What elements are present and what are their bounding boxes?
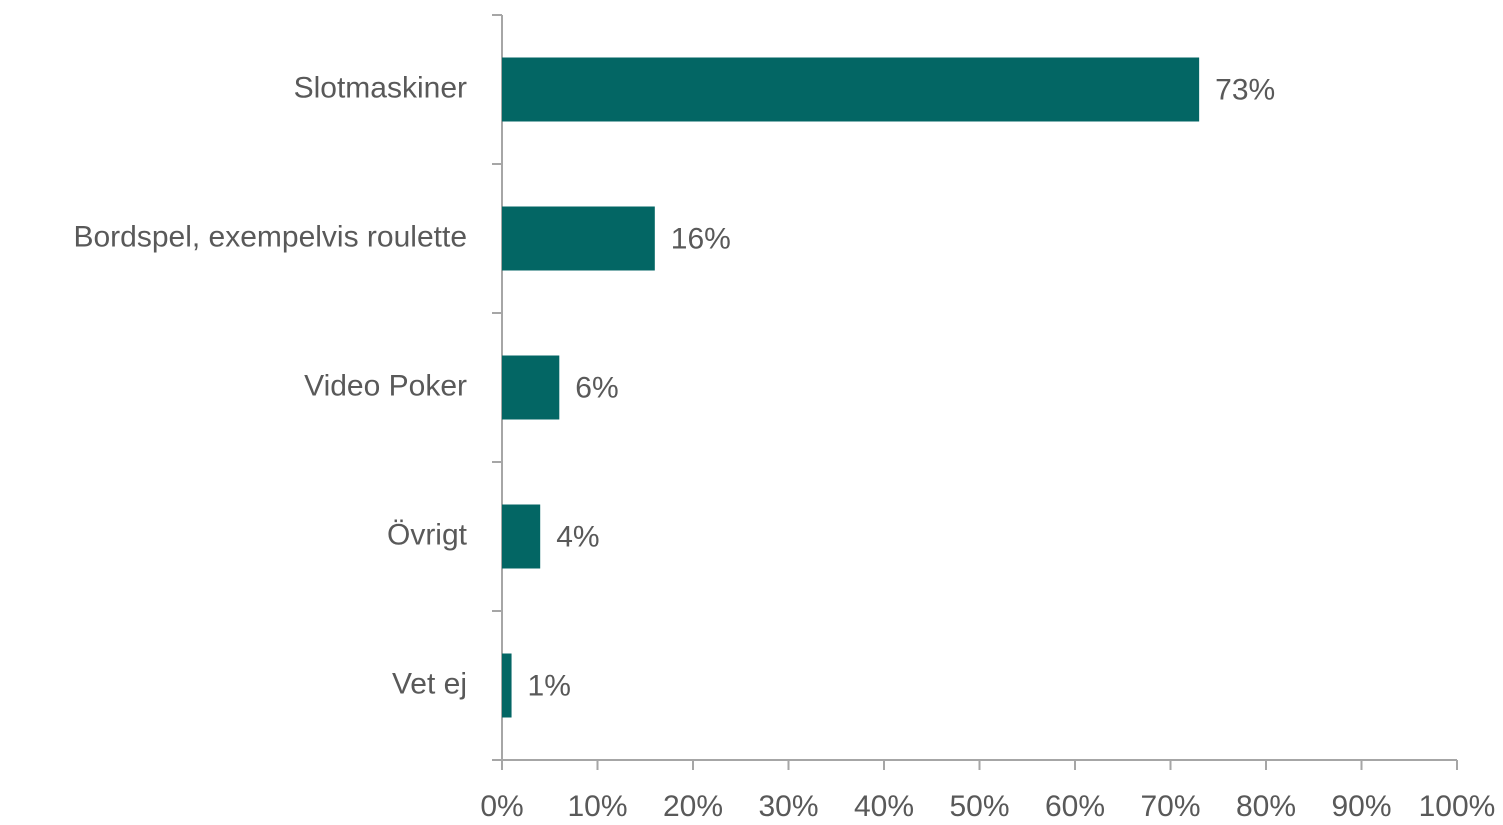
x-tick-label: 0% [480, 790, 523, 823]
x-tick-label: 30% [758, 790, 818, 823]
y-tick-label: Video Poker [304, 369, 467, 402]
bar [502, 206, 655, 271]
x-tick-label: 40% [854, 790, 914, 823]
y-tick-label: Övrigt [387, 518, 468, 551]
y-tick-label: Bordspel, exempelvis roulette [73, 220, 467, 253]
y-tick-label: Slotmaskiner [294, 71, 467, 104]
x-tick-label: 100% [1419, 790, 1496, 823]
x-tick-label: 60% [1045, 790, 1105, 823]
x-tick-label: 10% [567, 790, 627, 823]
x-tick-label: 80% [1236, 790, 1296, 823]
data-label: 16% [671, 222, 731, 255]
bar [502, 355, 560, 420]
x-tick-label: 90% [1331, 790, 1391, 823]
bar [502, 504, 541, 569]
y-tick-label: Vet ej [392, 667, 467, 700]
data-label: 1% [528, 669, 571, 702]
data-label: 6% [575, 371, 618, 404]
data-label: 73% [1215, 73, 1275, 106]
bar [502, 57, 1200, 122]
bar [502, 653, 512, 718]
x-tick-label: 20% [663, 790, 723, 823]
x-tick-label: 50% [949, 790, 1009, 823]
x-tick-label: 70% [1140, 790, 1200, 823]
data-label: 4% [556, 520, 599, 553]
